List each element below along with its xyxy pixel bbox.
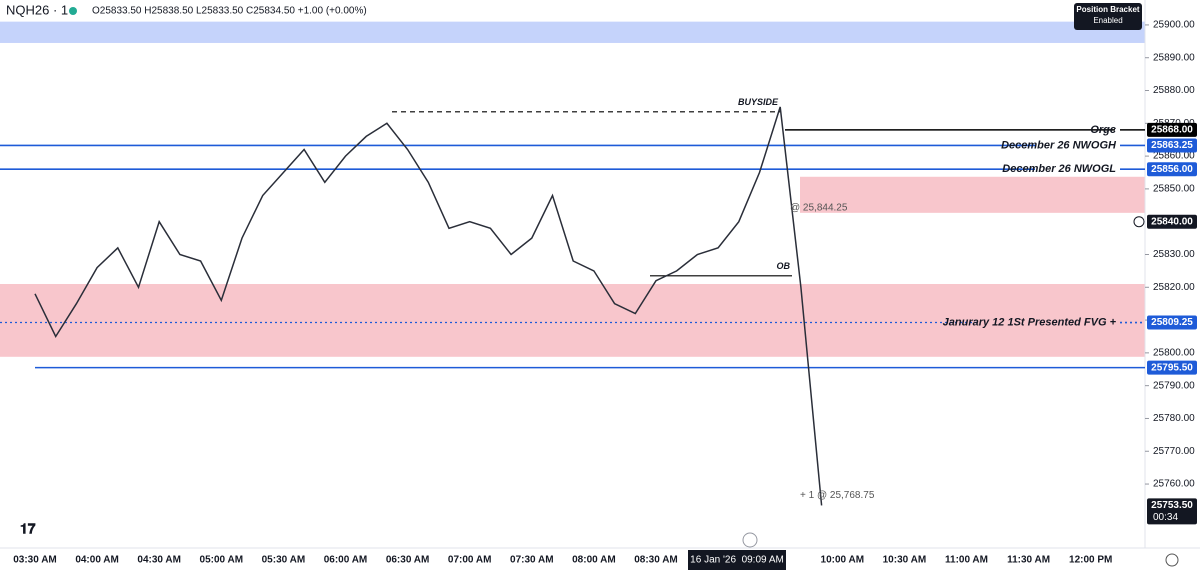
level-name: OB (777, 261, 791, 271)
zones (0, 21, 1145, 357)
level-name: December 26 NWOGL (1002, 163, 1116, 175)
ohlc: O25833.50 H25838.50 L25833.50 C25834.50 … (92, 6, 367, 17)
toggle-state[interactable]: Enabled (1093, 16, 1122, 25)
y-tick-label: 25800.00 (1153, 348, 1195, 359)
toggle-box[interactable] (1074, 3, 1142, 30)
settings-icon[interactable] (1165, 553, 1179, 567)
alert-icon (1133, 216, 1145, 228)
price-label-box (1147, 315, 1197, 330)
y-tick-label: 25850.00 (1153, 184, 1195, 195)
x-tick-label: 07:30 AM (510, 555, 554, 566)
y-tick-label: 25860.00 (1153, 151, 1195, 162)
zone (0, 21, 1145, 43)
price-label: 25856.00 (1151, 164, 1193, 175)
x-tick-label: 08:30 AM (634, 555, 678, 566)
replay-icon[interactable] (742, 532, 758, 548)
x-tick-label: 10:00 AM (821, 555, 865, 566)
order-label: @ 25,844.25 (790, 202, 848, 213)
y-tick-label: 25900.00 (1153, 20, 1195, 31)
x-tick-label: 07:00 AM (448, 555, 492, 566)
price-label-box (1147, 162, 1197, 177)
price-label-box (1147, 360, 1197, 375)
x-tick-label: 12:00 PM (1069, 555, 1112, 566)
status-dot (69, 7, 77, 15)
y-tick-label: 25830.00 (1153, 249, 1195, 260)
alert-box (1147, 214, 1197, 229)
y-tick-label: 25890.00 (1153, 52, 1195, 63)
zone (0, 284, 1145, 357)
alert-label: 25840.00 (1151, 216, 1193, 227)
crosshair-box (688, 550, 786, 570)
level-name: BUYSIDE (738, 97, 779, 107)
price-label: 25863.25 (1151, 140, 1193, 151)
level-name: December 26 NWOGH (1001, 139, 1117, 151)
x-tick-label: 11:30 AM (1007, 555, 1050, 566)
order-label: + 1 @ 25,768.75 (800, 490, 875, 501)
price-label: 25868.00 (1151, 125, 1193, 136)
price-label-box (1147, 122, 1197, 137)
x-tick-label: 08:00 AM (572, 555, 616, 566)
last-box (1147, 498, 1197, 525)
x-tick-label: 04:30 AM (137, 555, 181, 566)
x-tick-label: 05:30 AM (262, 555, 306, 566)
countdown: 00:34 (1153, 512, 1178, 523)
level-name: Orgc (1090, 124, 1116, 136)
logo: 𝟏𝟕 (20, 521, 36, 537)
x-tick-label: 10:30 AM (883, 555, 927, 566)
x-tick-label: 04:00 AM (75, 555, 119, 566)
zone (800, 176, 1145, 213)
crosshair-time: 16 Jan '26 09:09 AM (690, 555, 784, 566)
last-label: 25753.50 (1151, 500, 1193, 511)
x-tick-label: 11:00 AM (945, 555, 988, 566)
y-tick-label: 25760.00 (1153, 479, 1195, 490)
x-tick-label: 06:30 AM (386, 555, 430, 566)
y-tick-label: 25880.00 (1153, 85, 1195, 96)
price-label: 25809.25 (1151, 317, 1193, 328)
y-tick-label: 25820.00 (1153, 282, 1195, 293)
price-line (34, 106, 823, 506)
price-label: 25795.50 (1151, 362, 1193, 373)
x-tick-label: 03:30 AM (13, 555, 57, 566)
y-tick-label: 25790.00 (1153, 380, 1195, 391)
y-tick-label: 25770.00 (1153, 446, 1195, 457)
x-tick-label: 05:00 AM (200, 555, 244, 566)
toggle-title[interactable]: Position Bracket (1076, 5, 1139, 14)
price-label-box (1147, 138, 1197, 153)
level-name: Janurary 12 1St Presented FVG + (943, 316, 1117, 328)
x-tick-label: 06:00 AM (324, 555, 368, 566)
y-tick-label: 25780.00 (1153, 413, 1195, 424)
symbol[interactable]: NQH26 · 1 (6, 2, 68, 17)
